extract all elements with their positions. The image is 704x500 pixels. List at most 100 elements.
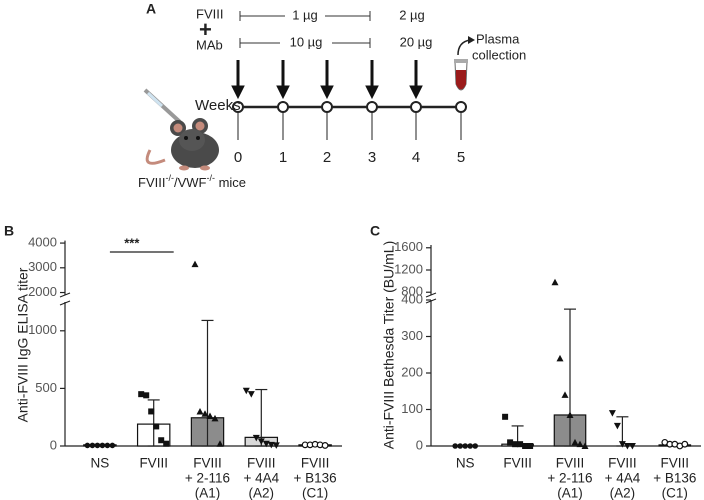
week-label: 5 xyxy=(457,149,465,166)
x-tick-label: FVIII xyxy=(556,456,585,471)
y-tick-label: 1200 xyxy=(394,261,423,276)
data-point xyxy=(148,408,155,415)
panel-label: C xyxy=(370,223,380,239)
y-axis-label: Anti-FVIII Bethesda Titer (BU/mL) xyxy=(381,241,397,450)
data-point xyxy=(507,439,514,446)
data-point xyxy=(551,278,559,286)
data-point xyxy=(89,442,96,449)
data-point xyxy=(257,438,265,445)
data-point xyxy=(94,442,101,449)
axis-break xyxy=(425,298,437,304)
y-tick-label: 2000 xyxy=(28,284,57,299)
data-point xyxy=(272,442,280,449)
data-point xyxy=(613,422,621,430)
data-point xyxy=(201,410,209,417)
collection-text: Plasma xyxy=(476,31,520,46)
mice-label-part: -/- xyxy=(206,173,215,183)
y-tick-label: 500 xyxy=(35,380,57,395)
y-tick-label: 1600 xyxy=(394,239,423,254)
panel-label: A xyxy=(146,1,156,17)
data-point xyxy=(628,443,636,450)
x-tick-label: + 2-116 xyxy=(547,471,592,486)
data-point xyxy=(467,443,474,449)
data-point xyxy=(247,391,255,398)
x-tick-label: (A2) xyxy=(610,486,636,500)
mice-label-part: FVIII xyxy=(138,175,165,190)
data-point xyxy=(321,442,329,449)
data-point xyxy=(517,441,524,448)
mice-label-part: mice xyxy=(215,175,246,190)
mice-label-part: -/- xyxy=(165,173,174,183)
y-axis-label: Anti-FVIII IgG ELISA titer xyxy=(15,267,31,422)
data-point xyxy=(576,440,584,448)
row-name: MAb xyxy=(196,37,223,52)
timeline xyxy=(232,101,467,140)
x-tick-label: FVIII xyxy=(193,456,222,471)
data-point xyxy=(191,260,199,268)
data-point xyxy=(462,443,469,449)
data-point xyxy=(267,441,275,449)
axis-break xyxy=(425,292,437,298)
data-point xyxy=(196,407,204,415)
y-tick-label: 300 xyxy=(401,328,423,343)
x-tick-label: FVIII xyxy=(608,456,637,471)
axis-label: Weeks xyxy=(195,97,241,114)
x-tick-label: + 4A4 xyxy=(605,471,641,486)
y-tick-label: 400 xyxy=(401,291,423,306)
data-point xyxy=(561,391,569,398)
data-point xyxy=(104,442,111,449)
data-point xyxy=(84,442,91,449)
x-tick-label: FVIII xyxy=(503,456,532,471)
x-tick-label: NS xyxy=(91,456,110,471)
data-point xyxy=(163,440,170,447)
y-tick-label: 0 xyxy=(416,437,423,452)
x-tick-label: + B136 xyxy=(294,471,337,486)
data-point xyxy=(452,443,459,449)
y-tick-label: 1000 xyxy=(28,322,57,337)
y-tick-label: 100 xyxy=(401,401,423,416)
mice-label: FVIII-/-/VWF-/- mice xyxy=(138,173,246,190)
x-tick-label: + 4A4 xyxy=(243,471,279,486)
x-tick-label: (A1) xyxy=(195,486,221,500)
data-point xyxy=(502,413,509,420)
x-tick-label: (C1) xyxy=(662,486,688,500)
dose: 20 µg xyxy=(400,34,433,49)
dose: 1 µg xyxy=(292,7,318,22)
x-tick-label: (A1) xyxy=(557,486,583,500)
x-tick-label: FVIII xyxy=(247,456,276,471)
x-tick-label: + 2-116 xyxy=(185,471,230,486)
plasma-tube xyxy=(454,36,475,91)
y-tick-label: 3000 xyxy=(28,259,57,274)
x-tick-label: FVIII xyxy=(661,456,690,471)
collection-text: collection xyxy=(472,47,526,62)
data-point xyxy=(566,411,574,418)
x-tick-label: NS xyxy=(456,456,475,471)
x-tick-label: (C1) xyxy=(302,486,328,500)
error-bar xyxy=(147,399,160,447)
data-point xyxy=(623,443,631,450)
data-point xyxy=(252,434,260,442)
data-point xyxy=(681,440,689,448)
error-bar xyxy=(564,308,576,447)
x-tick-label: FVIII xyxy=(139,456,168,471)
data-point xyxy=(608,410,616,417)
dose-lines xyxy=(239,11,371,48)
data-point xyxy=(581,442,589,449)
data-point xyxy=(216,440,224,447)
dose: 2 µg xyxy=(399,7,425,22)
data-point xyxy=(99,442,106,449)
axis-break xyxy=(59,292,71,298)
row-name: FVIII xyxy=(196,6,223,21)
data-point xyxy=(262,440,270,448)
data-point xyxy=(457,443,464,449)
data-point xyxy=(138,391,145,398)
data-point xyxy=(206,412,214,420)
data-point xyxy=(512,441,519,448)
error-bar xyxy=(255,388,268,447)
panel-label: B xyxy=(4,223,14,239)
week-label: 3 xyxy=(368,149,376,166)
week-label: 4 xyxy=(412,149,420,166)
y-tick-label: 800 xyxy=(401,284,423,299)
x-tick-label: FVIII xyxy=(301,456,330,471)
y-tick-label: 0 xyxy=(50,437,57,452)
